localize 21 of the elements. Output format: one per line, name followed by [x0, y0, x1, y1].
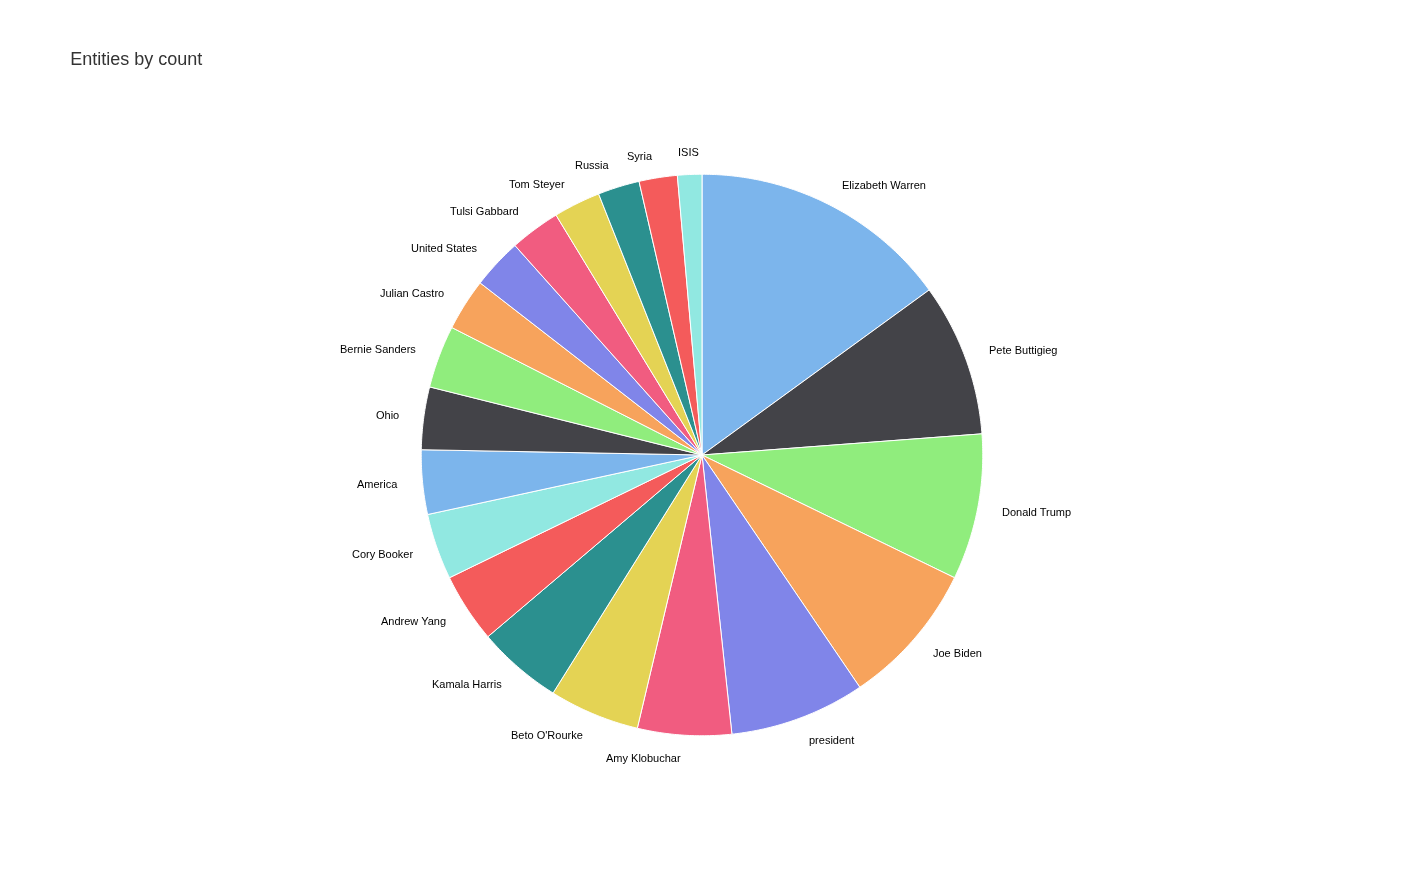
slice-label: Tom Steyer [509, 178, 565, 190]
slice-label: America [357, 478, 399, 490]
slice-label: Kamala Harris [432, 678, 503, 690]
slice-label: ISIS [678, 146, 699, 158]
slice-label: Julian Castro [380, 287, 445, 299]
slice-label: Cory Booker [352, 548, 414, 560]
text: Entities by count [70, 49, 203, 70]
slice-label: Bernie Sanders [340, 343, 417, 355]
slice-label: Russia [575, 159, 610, 171]
slice-label: Joe Biden [933, 647, 982, 659]
slice-label: United States [411, 242, 478, 254]
slice-label: Beto O'Rourke [511, 729, 583, 741]
slice-label: Donald Trump [1002, 506, 1072, 518]
slice-label: Tulsi Gabbard [450, 205, 519, 217]
slice-label: Syria [627, 150, 653, 162]
slice-label: Amy Klobuchar [606, 752, 681, 764]
slice-label: Ohio [376, 409, 400, 421]
slice-label: Andrew Yang [381, 615, 447, 627]
slice-label: president [809, 734, 855, 746]
slice-label: Elizabeth Warren [842, 179, 926, 191]
slice-label: Pete Buttigieg [989, 344, 1058, 356]
